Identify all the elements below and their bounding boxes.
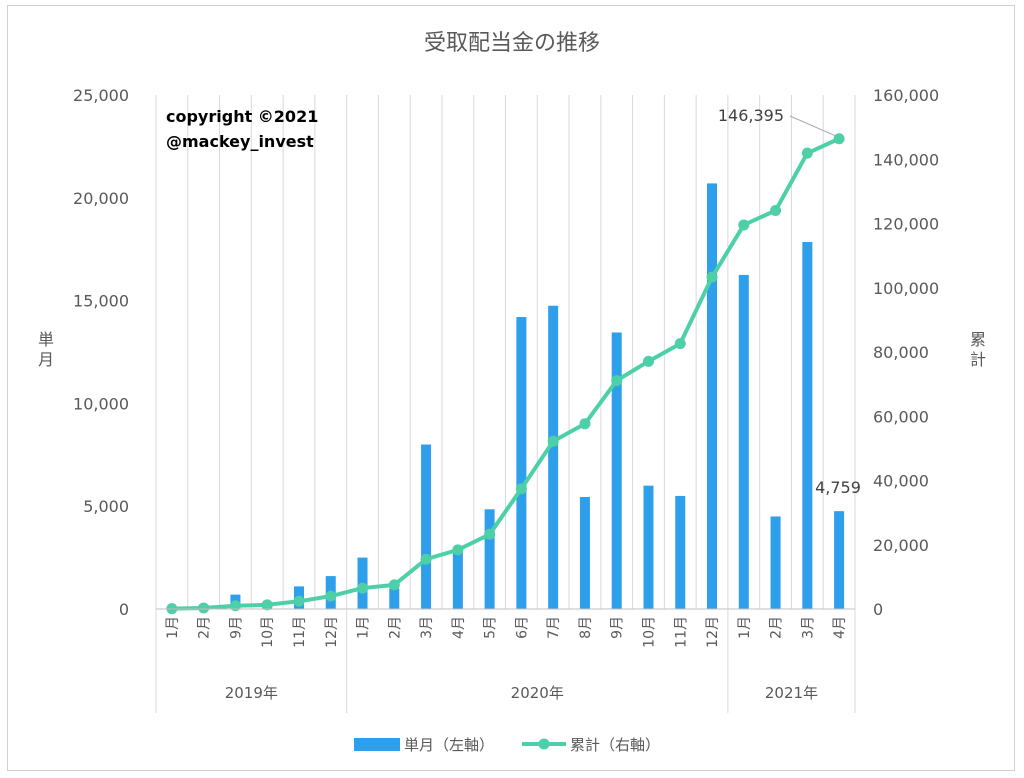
x-category-label: 5月	[483, 616, 499, 639]
y-left-tick-label: 15,000	[73, 292, 129, 311]
x-category-label: 2月	[769, 616, 785, 639]
y-right-tick-label: 40,000	[873, 472, 929, 491]
bar	[643, 485, 654, 609]
cumulative-point	[388, 579, 400, 591]
legend: 単月（左軸） 累計（右軸）	[354, 736, 660, 754]
cumulative-point	[484, 528, 496, 540]
x-category-label: 2月	[197, 616, 213, 639]
chart-frame	[7, 5, 1015, 771]
cumulative-point	[738, 219, 750, 231]
cumulative-point	[547, 435, 559, 447]
bar	[548, 305, 559, 609]
x-category-label: 4月	[832, 616, 848, 639]
y-left-tick-label: 25,000	[73, 86, 129, 105]
y-right-tick-label: 80,000	[873, 343, 929, 362]
bar	[738, 274, 749, 609]
cumulative-point	[357, 582, 369, 594]
cumulative-point	[325, 590, 337, 602]
bar	[707, 183, 718, 609]
bar	[834, 511, 845, 609]
annotation-monthly: 4,759	[815, 478, 861, 497]
year-label: 2021年	[765, 684, 818, 702]
x-category-label: 1月	[165, 616, 181, 639]
cumulative-point	[293, 595, 305, 607]
y-right-tick-label: 100,000	[873, 279, 939, 298]
axes	[155, 608, 856, 713]
x-category-label: 4月	[451, 616, 467, 639]
y-right-tick-label: 160,000	[873, 86, 939, 105]
y-left-axis-title: 単月	[38, 330, 54, 369]
annotation-leader	[789, 115, 836, 137]
cumulative-point	[261, 599, 273, 611]
x-category-label: 1月	[737, 616, 753, 639]
x-category-label: 11月	[292, 616, 308, 648]
x-category-label: 12月	[705, 616, 721, 648]
cumulative-point	[515, 483, 527, 495]
cumulative-point	[229, 600, 241, 612]
x-category-label: 8月	[578, 616, 594, 639]
cumulative-point	[801, 147, 813, 159]
cumulative-line	[166, 133, 845, 615]
cumulative-point	[706, 271, 718, 283]
y-right-tick-label: 140,000	[873, 150, 939, 169]
bar	[675, 495, 686, 609]
chart-title: 受取配当金の推移	[424, 31, 600, 56]
y-right-tick-label: 60,000	[873, 407, 929, 426]
x-category-label: 6月	[514, 616, 530, 639]
bar	[516, 317, 527, 609]
cumulative-point	[642, 355, 654, 367]
x-category-label: 7月	[546, 616, 562, 639]
y-right-tick-label: 120,000	[873, 215, 939, 234]
copyright-line-2: @mackey_invest	[166, 132, 314, 151]
bar	[770, 516, 781, 609]
x-category-label: 11月	[673, 616, 689, 648]
grid	[155, 95, 856, 609]
cumulative-line-path	[171, 136, 840, 611]
cumulative-point	[674, 338, 686, 350]
cumulative-point	[833, 133, 845, 145]
cumulative-point	[611, 375, 623, 387]
bar	[389, 588, 400, 609]
y-right-axis-title: 累計	[970, 330, 986, 369]
bar	[579, 496, 590, 609]
x-category-label: 3月	[419, 616, 435, 639]
legend-line-marker	[538, 738, 550, 750]
x-category-label: 2月	[387, 616, 403, 639]
legend-line-label: 累計（右軸）	[570, 736, 660, 754]
x-category-label: 10月	[641, 616, 657, 648]
legend-bar-swatch	[354, 738, 400, 751]
bar	[802, 242, 813, 609]
y-left-tick-label: 5,000	[83, 497, 129, 516]
bar	[611, 332, 622, 609]
y-left-tick-label: 0	[119, 600, 129, 619]
x-category-label: 10月	[260, 616, 276, 648]
x-category-label: 1月	[356, 616, 372, 639]
legend-bar-label: 単月（左軸）	[404, 736, 494, 754]
year-label: 2020年	[511, 684, 564, 702]
cumulative-point	[770, 204, 782, 216]
bar	[421, 444, 432, 609]
cumulative-point	[420, 553, 432, 565]
cumulative-point	[579, 418, 591, 430]
labels: 0 5,000 10,000 15,000 20,000 25,000 0 20,000 40,…	[38, 86, 986, 702]
cumulative-point	[452, 544, 464, 556]
y-right-tick-label: 0	[873, 600, 883, 619]
bar	[484, 509, 495, 609]
x-category-label: 9月	[228, 616, 244, 639]
x-category-label: 3月	[800, 616, 816, 639]
annotation-cumulative: 146,395	[718, 106, 784, 125]
x-category-label: 12月	[324, 616, 340, 648]
y-left-tick-label: 10,000	[73, 394, 129, 413]
y-left-tick-label: 20,000	[73, 189, 129, 208]
x-category-label: 9月	[610, 616, 626, 639]
cumulative-point	[198, 602, 210, 614]
copyright-line-1: copyright ©2021	[166, 107, 318, 126]
year-label: 2019年	[225, 684, 278, 702]
y-right-tick-label: 20,000	[873, 536, 929, 555]
bar	[452, 549, 463, 609]
